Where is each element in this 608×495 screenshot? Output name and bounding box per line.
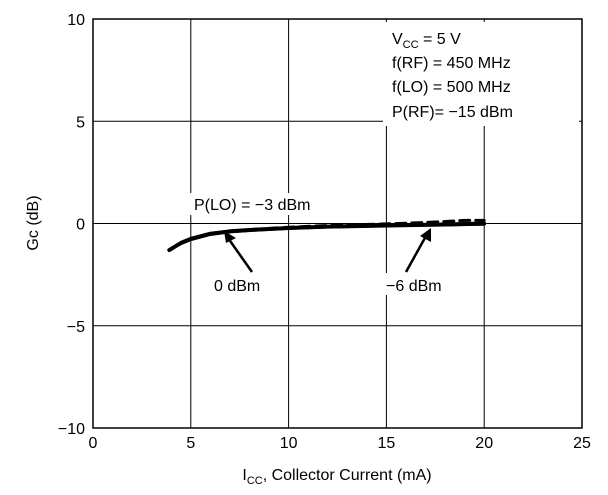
y-tick-label: −10 — [58, 421, 85, 438]
vcc-label: V — [392, 31, 403, 48]
x-tick-label: 15 — [378, 435, 396, 452]
plo-label-bg — [190, 193, 362, 215]
minus6-label-bg — [382, 273, 474, 295]
x-tick-label: 20 — [475, 435, 493, 452]
grid-lines — [93, 19, 582, 428]
y-tick-labels: 10 5 0 −5 −10 — [58, 12, 85, 438]
y-tick-label: 10 — [67, 12, 85, 29]
x-tick-label: 0 — [89, 435, 98, 452]
x-tick-labels: 0 5 10 15 20 25 — [89, 435, 591, 452]
zero-dbm-label: 0 dBm — [214, 278, 260, 295]
y-axis-label: Gc (dB) — [25, 195, 42, 250]
y-tick-label: −5 — [67, 319, 85, 336]
condition-p-rf: P(RF)= −15 dBm — [392, 104, 513, 121]
series-group — [167, 218, 487, 253]
condition-vcc: VCC = 5 V — [392, 31, 461, 51]
x-tick-label: 10 — [280, 435, 298, 452]
x-axis-label: ICC, Collector Current (mA) — [242, 467, 431, 487]
condition-f-lo: f(LO) = 500 MHz — [392, 79, 511, 96]
y-tick-label: 0 — [76, 217, 85, 234]
x-tick-label: 5 — [186, 435, 195, 452]
x-axis-label-main: I — [242, 467, 246, 484]
zero-dbm-arrow — [224, 231, 254, 273]
minus6-dbm-arrow — [404, 228, 431, 273]
y-tick-label: 5 — [76, 114, 85, 131]
plo-label: P(LO) = −3 dBm — [194, 197, 311, 214]
minus6-dbm-label: −6 dBm — [386, 278, 442, 295]
condition-f-rf: f(RF) = 450 MHz — [392, 55, 511, 72]
zero-label-bg — [210, 273, 284, 295]
x-axis-label-sub: CC — [247, 475, 263, 487]
vcc-value: = 5 V — [419, 31, 462, 48]
series-line — [218, 218, 486, 235]
conditions-box — [383, 22, 579, 126]
vcc-subscript: CC — [403, 39, 419, 51]
x-axis-label-rest: , Collector Current (mA) — [263, 467, 432, 484]
x-tick-label: 25 — [573, 435, 591, 452]
